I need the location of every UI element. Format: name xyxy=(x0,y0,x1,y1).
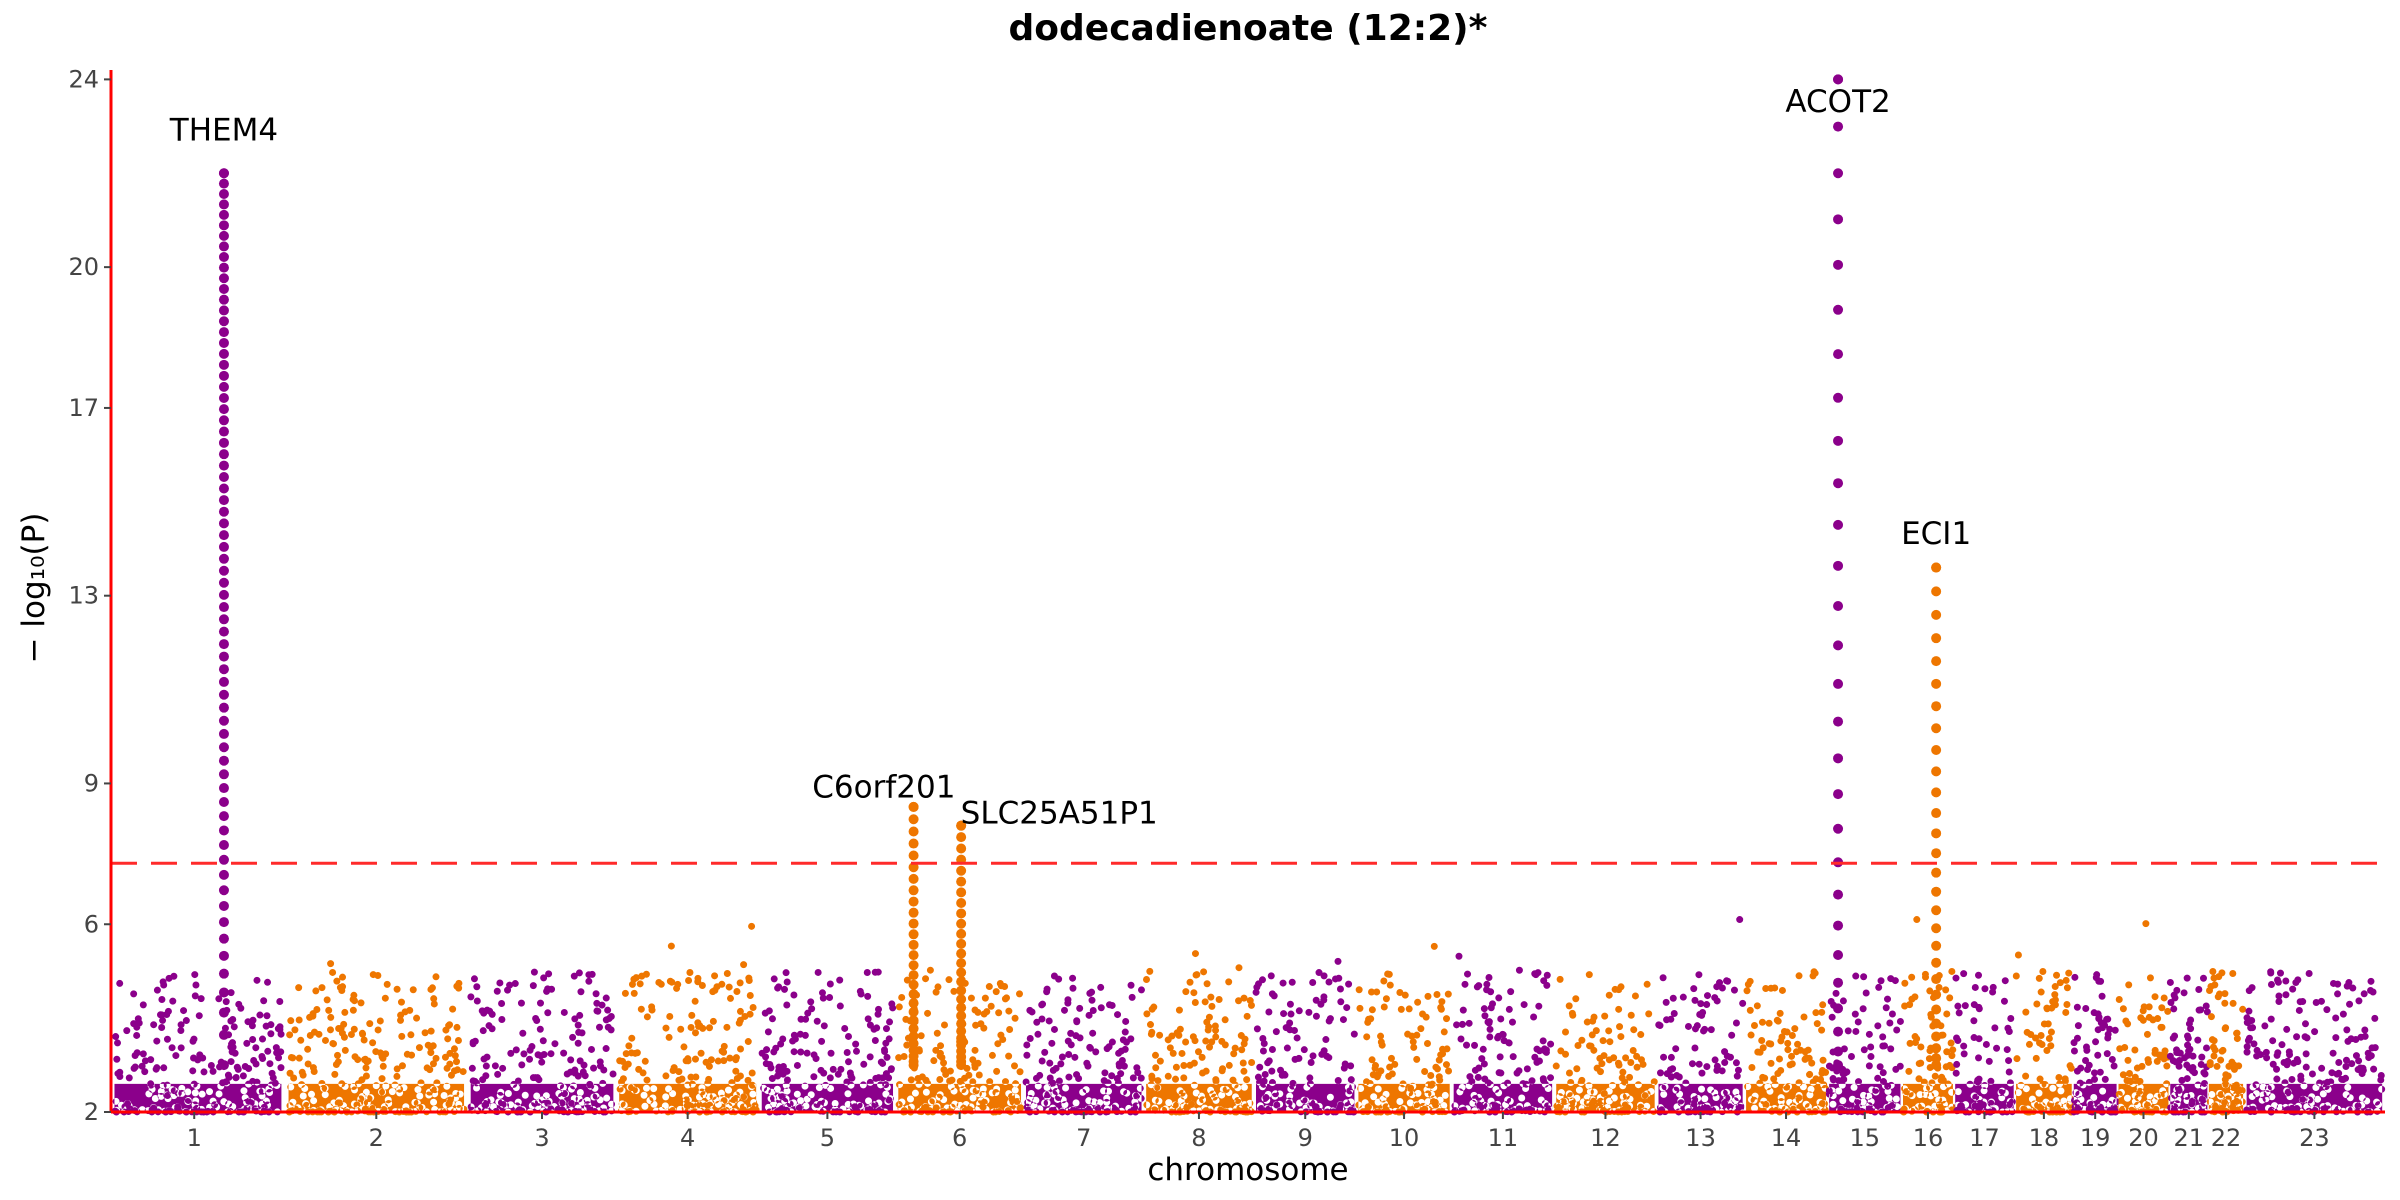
chromosome-21-points xyxy=(2166,974,2211,1116)
peak-ACOT2 xyxy=(1833,74,1844,1071)
y-axis-title: − log₁₀(P) xyxy=(16,513,52,664)
chromosome-9-points xyxy=(1252,957,1358,1116)
gene-label-ECI1: ECI1 xyxy=(1901,516,1971,552)
x-tick-label-9: 9 xyxy=(1298,1124,1313,1152)
x-tick-label-1: 1 xyxy=(187,1124,202,1152)
x-tick-label-16: 16 xyxy=(1913,1124,1944,1152)
x-axis: 1 2 3 4 5 6 7 8 9 10 11 12 13 14 15 16 17 18 19 20 21 22 23 xyxy=(111,1110,2385,1152)
x-tick-label-18: 18 xyxy=(2029,1124,2060,1152)
x-tick-label-17: 17 xyxy=(1969,1124,2000,1152)
chromosome-19-points xyxy=(2070,971,2120,1116)
y-tick-label: 2 xyxy=(84,1098,99,1126)
x-tick-label-13: 13 xyxy=(1685,1124,1716,1152)
chromosome-16-points xyxy=(1899,916,1957,1116)
x-tick-label-11: 11 xyxy=(1488,1124,1519,1152)
x-tick-label-15: 15 xyxy=(1850,1124,1881,1152)
x-axis-title: chromosome xyxy=(1147,1152,1348,1188)
y-tick-label: 6 xyxy=(84,910,99,938)
chromosome-7-points xyxy=(1022,972,1145,1116)
y-tick-label: 20 xyxy=(68,253,99,281)
x-tick-label-8: 8 xyxy=(1191,1124,1206,1152)
chromosome-2-points xyxy=(285,960,468,1116)
chromosome-13-points xyxy=(1655,916,1747,1116)
chromosome-15-points xyxy=(1825,972,1904,1116)
chromosome-17-points xyxy=(1952,970,2016,1116)
chromosome-14-points xyxy=(1743,968,1830,1116)
gene-label-SLC25A51P1: SLC25A51P1 xyxy=(961,795,1158,831)
chromosome-22-points xyxy=(2206,968,2247,1116)
gene-label-C6orf201: C6orf201 xyxy=(812,770,955,806)
x-tick-label-2: 2 xyxy=(369,1124,384,1152)
chromosome-12-points xyxy=(1552,971,1658,1116)
x-tick-label-21: 21 xyxy=(2174,1124,2205,1152)
peak-points xyxy=(218,74,1942,1071)
chromosome-18-points xyxy=(2012,951,2075,1116)
x-tick-label-4: 4 xyxy=(680,1124,695,1152)
y-tick-label: 17 xyxy=(68,394,99,422)
x-tick-label-22: 22 xyxy=(2211,1124,2242,1152)
chromosome-4-points xyxy=(616,922,760,1116)
chromosome-10-points xyxy=(1355,942,1453,1116)
chromosome-11-points xyxy=(1450,952,1555,1116)
x-tick-label-10: 10 xyxy=(1389,1124,1420,1152)
x-tick-label-14: 14 xyxy=(1771,1124,1802,1152)
y-tick-label: 13 xyxy=(68,582,99,610)
chromosome-8-points xyxy=(1142,950,1256,1116)
x-tick-label-23: 23 xyxy=(2299,1124,2330,1152)
y-tick-label: 24 xyxy=(68,65,99,93)
peak-C6orf201 xyxy=(908,801,919,1071)
x-tick-label-3: 3 xyxy=(534,1124,549,1152)
chart-title: dodecadienoate (12:2)* xyxy=(1009,8,1488,49)
chromosome-23-points xyxy=(2243,968,2386,1116)
x-tick-label-19: 19 xyxy=(2080,1124,2111,1152)
gene-label-ACOT2: ACOT2 xyxy=(1785,84,1890,120)
y-tick-label: 9 xyxy=(84,769,99,797)
y-axis: 2 6 9 13 17 20 24 xyxy=(68,65,113,1126)
peak-THEM4 xyxy=(218,168,229,1071)
x-tick-label-6: 6 xyxy=(952,1124,967,1152)
x-tick-label-12: 12 xyxy=(1590,1124,1621,1152)
peak-SLC25A51P1 xyxy=(956,820,967,1071)
chromosome-3-points xyxy=(467,968,617,1116)
x-tick-label-7: 7 xyxy=(1076,1124,1091,1152)
x-tick-label-20: 20 xyxy=(2128,1124,2159,1152)
chromosome-20-points xyxy=(2115,920,2172,1116)
gene-label-THEM4: THEM4 xyxy=(169,112,278,148)
data-points xyxy=(111,916,2386,1116)
chromosome-5-points xyxy=(758,968,897,1116)
x-tick-label-5: 5 xyxy=(820,1124,835,1152)
peak-ECI1 xyxy=(1931,562,1942,1071)
chromosome-1-points xyxy=(111,971,285,1116)
